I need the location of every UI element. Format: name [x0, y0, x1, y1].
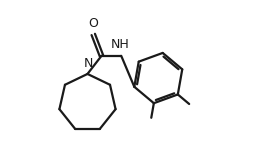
Text: O: O — [88, 16, 98, 30]
Text: NH: NH — [111, 38, 130, 51]
Text: N: N — [84, 57, 93, 70]
